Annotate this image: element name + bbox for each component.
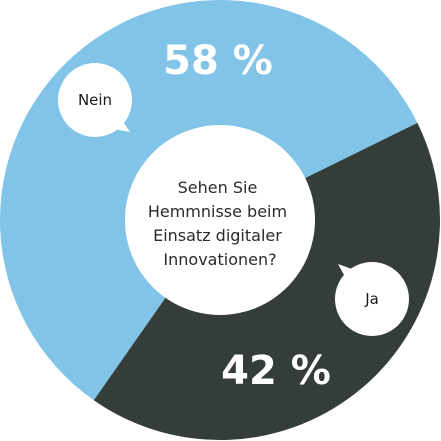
bubble-ja-label: Ja bbox=[364, 290, 379, 308]
value-label-ja: 42 % bbox=[221, 348, 331, 394]
center-question-line-3: Einsatz digitaler bbox=[153, 226, 282, 245]
center-question: Sehen Sie Hemmnisse beim Einsatz digital… bbox=[148, 178, 292, 269]
bubble-nein-label: Nein bbox=[78, 91, 112, 109]
bubble-nein-tail bbox=[108, 114, 130, 132]
bubble-nein: Nein bbox=[58, 63, 132, 137]
center-question-line-1: Sehen Sie bbox=[178, 178, 258, 197]
center-question-line-4: Innovationen? bbox=[163, 250, 276, 269]
bubble-ja: Ja bbox=[335, 262, 409, 336]
bubble-ja-tail bbox=[338, 264, 360, 286]
center-question-line-2: Hemmnisse beim bbox=[148, 202, 287, 221]
donut-hole bbox=[125, 125, 315, 315]
value-label-nein: 58 % bbox=[163, 38, 273, 84]
bubble-nein-circle bbox=[58, 63, 132, 137]
